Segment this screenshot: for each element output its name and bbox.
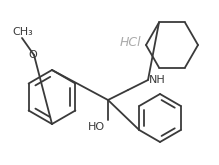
Text: O: O <box>29 50 37 60</box>
Text: NH: NH <box>149 75 166 85</box>
Text: CH₃: CH₃ <box>13 27 33 37</box>
Text: HO: HO <box>88 122 105 132</box>
Text: HCl: HCl <box>119 35 141 49</box>
